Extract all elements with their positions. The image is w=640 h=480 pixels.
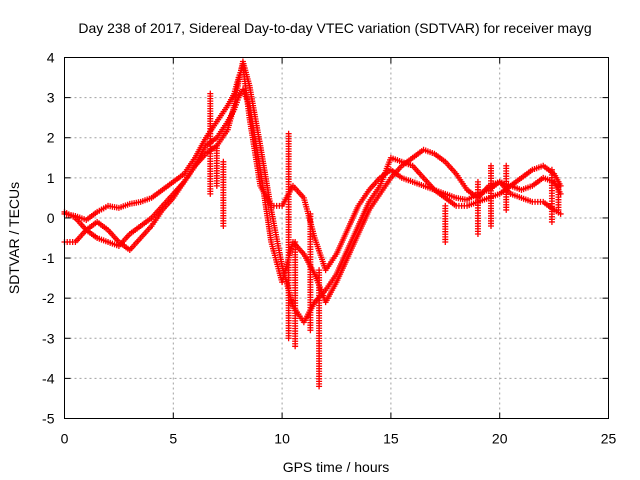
chart-title: Day 238 of 2017, Sidereal Day-to-day VTE… (78, 20, 591, 36)
data-point (307, 210, 314, 217)
axis-ticks: 0 5 10 15 20 25 -5 -4 -3 -2 -1 0 1 2 3 4 (42, 50, 616, 447)
y-tick-label: -5 (42, 411, 55, 427)
x-tick-label: 20 (492, 431, 508, 447)
data-point (442, 202, 449, 209)
x-tick-label: 15 (383, 431, 399, 447)
y-tick-label: 4 (47, 50, 55, 66)
y-tick-label: -2 (42, 290, 55, 306)
data-point (285, 130, 292, 137)
data-point (487, 162, 494, 169)
data-point (555, 178, 562, 185)
data-point (474, 178, 481, 185)
y-tick-label: 1 (47, 170, 55, 186)
y-tick-label: -3 (42, 330, 55, 346)
data-point (503, 162, 510, 169)
data-point (548, 166, 555, 173)
x-tick-label: 25 (601, 431, 617, 447)
y-tick-label: 0 (47, 210, 55, 226)
data-point (557, 210, 564, 217)
x-axis-label: GPS time / hours (283, 459, 390, 475)
plot-frame (64, 57, 609, 419)
grid-layer (64, 57, 609, 419)
y-axis-label: SDTVAR / TECUs (6, 182, 22, 294)
y-tick-label: 3 (47, 90, 55, 106)
x-tick-label: 5 (169, 431, 177, 447)
data-point (207, 90, 214, 97)
x-tick-label: 0 (61, 431, 69, 447)
y-tick-label: -1 (42, 250, 55, 266)
data-point (220, 158, 227, 165)
data-point (213, 142, 220, 149)
data-marks (61, 58, 564, 390)
y-tick-label: 2 (47, 130, 55, 146)
data-point (292, 239, 299, 246)
y-tick-label: -4 (42, 370, 55, 386)
data-point (316, 267, 323, 274)
x-tick-label: 10 (274, 431, 290, 447)
